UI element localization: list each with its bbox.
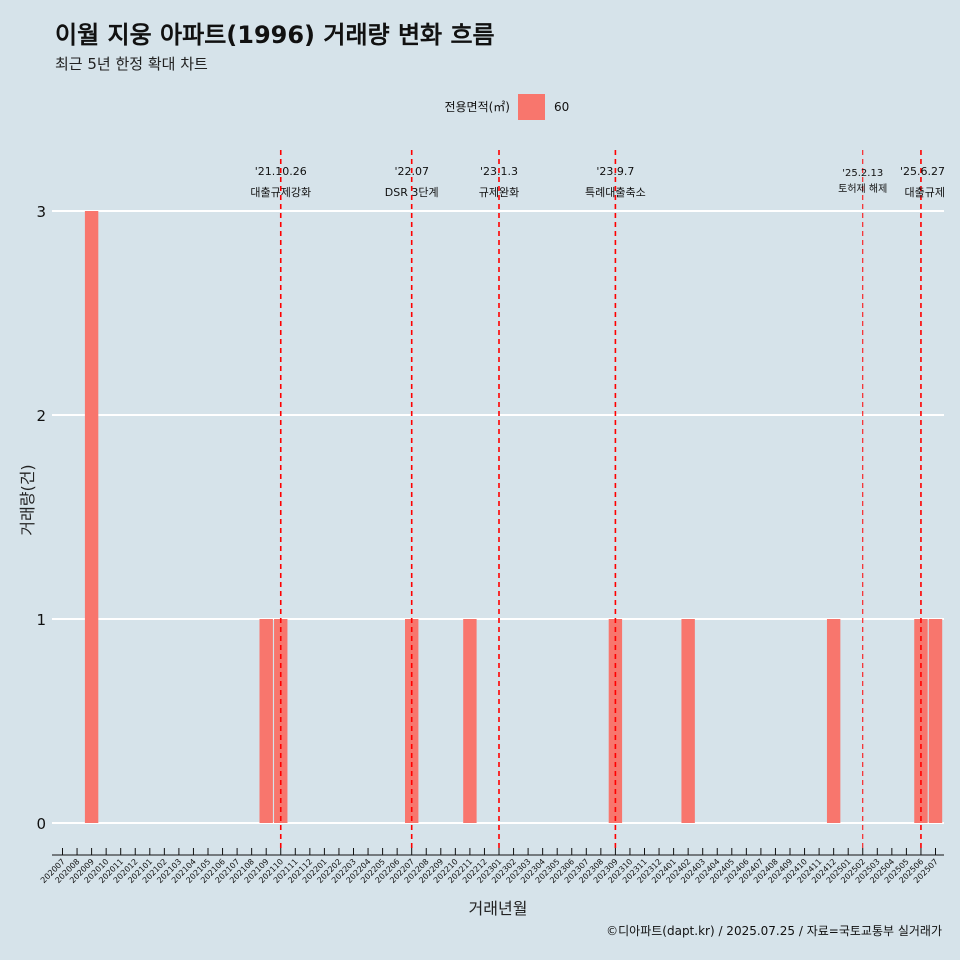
legend-swatch bbox=[518, 94, 545, 120]
event-annotations: '21.10.26 대출규제강화 '22.07 DSR 3단계 '23.1.3 규제완화 '… bbox=[250, 150, 945, 848]
event-label: 토허제 해제 bbox=[838, 182, 887, 195]
event-date: '23.9.7 bbox=[596, 165, 634, 178]
event-date: '22.07 bbox=[394, 165, 429, 178]
y-tick-label: 1 bbox=[36, 611, 46, 629]
event-label: 규제완화 bbox=[479, 186, 519, 199]
chart-subtitle: 최근 5년 한정 확대 차트 bbox=[55, 55, 208, 73]
y-tick-label: 3 bbox=[36, 203, 46, 221]
y-axis-ticks: 0 1 2 3 bbox=[36, 203, 46, 833]
bar bbox=[84, 211, 99, 823]
legend: 전용면적(㎡) 60 bbox=[444, 94, 569, 120]
bar bbox=[681, 619, 695, 823]
bar bbox=[259, 619, 273, 823]
x-axis-title: 거래년월 bbox=[469, 899, 528, 918]
bar-series bbox=[84, 211, 943, 823]
event-label: DSR 3단계 bbox=[385, 186, 439, 199]
event-label: 특례대출축소 bbox=[585, 186, 646, 199]
bar bbox=[826, 619, 841, 823]
event-date: '23.1.3 bbox=[480, 165, 518, 178]
grid-lines bbox=[52, 210, 944, 824]
event-label: 대출규제강화 bbox=[250, 186, 311, 199]
event-date: '21.10.26 bbox=[255, 165, 307, 178]
event-date: '25.2.13 bbox=[842, 168, 883, 179]
legend-title: 전용면적(㎡) bbox=[444, 100, 510, 114]
chart-title: 이월 지웅 아파트(1996) 거래량 변화 흐름 bbox=[55, 21, 495, 49]
y-axis-title: 거래량(건) bbox=[18, 464, 37, 535]
legend-label: 60 bbox=[554, 100, 569, 114]
caption: ©디아파트(dapt.kr) / 2025.07.25 / 자료=국토교통부 실… bbox=[606, 924, 942, 938]
y-tick-label: 2 bbox=[36, 407, 46, 425]
event-date: '25.6.27 bbox=[900, 165, 945, 178]
bar bbox=[463, 619, 477, 823]
x-axis: 2020072020082020092020102020112020122021… bbox=[39, 848, 944, 885]
y-tick-label: 0 bbox=[36, 815, 46, 833]
bar bbox=[928, 619, 943, 823]
event-label: 대출규제 bbox=[905, 186, 945, 199]
